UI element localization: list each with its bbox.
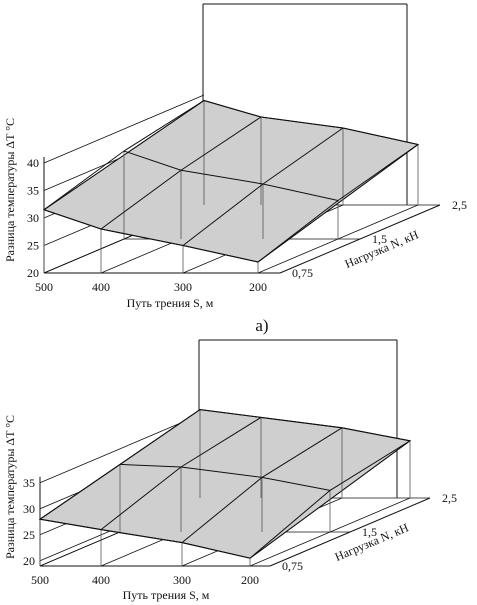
x-tick-label: 400 — [92, 280, 110, 294]
load-tick-label: 0,75 — [282, 559, 303, 573]
y-tick-label: 25 — [23, 528, 35, 542]
mesh-line — [181, 427, 343, 543]
x-tick-label: 400 — [92, 573, 110, 587]
y-gridline — [43, 94, 205, 164]
x-tick-label: 300 — [174, 280, 192, 294]
y-tick-label: 30 — [23, 502, 35, 516]
x-tick-label: 200 — [249, 280, 267, 294]
y-tick-label: 35 — [23, 476, 35, 490]
chart-panel-b: 20 25 30 35 500 400 300 200 0,75 1,5 2,5 Путь трени… — [3, 339, 457, 602]
x-axis-title: Путь трения S, м — [127, 296, 214, 310]
y-axis-title: Разница температуры ΔT °C — [3, 415, 17, 559]
mesh-line — [257, 144, 419, 263]
mesh-line — [100, 116, 262, 230]
y-tick-label: 20 — [23, 554, 35, 568]
y-gridline — [39, 414, 201, 484]
response-surface — [38, 409, 412, 559]
chart-panel-a: 20 25 30 35 40 500 400 300 200 0,75 1,5 2,5 Путь тре… — [3, 3, 467, 335]
y-tick-label: 25 — [27, 239, 39, 253]
x-tick-label: 500 — [31, 573, 49, 587]
y-tick-label: 30 — [27, 211, 39, 225]
series-line-3 — [203, 100, 419, 145]
x-axis-title: Путь трения S, м — [123, 588, 210, 602]
series-line-3 — [199, 409, 411, 442]
mesh-line — [182, 127, 344, 246]
mesh-line — [43, 100, 205, 211]
load-tick-label: 0,75 — [292, 266, 313, 280]
series-line-1 — [39, 518, 251, 559]
panel-label: a) — [255, 316, 268, 335]
load-tick-label: 2,5 — [452, 198, 467, 212]
x-tick-label: 200 — [241, 573, 259, 587]
y-axis-title: Разница температуры ΔT °C — [3, 118, 17, 262]
load-tick-label: 1,5 — [372, 232, 387, 246]
series-line-2 — [123, 150, 339, 201]
y-tick-label: 20 — [27, 266, 39, 280]
series-line-2 — [119, 463, 331, 491]
y-tick-label: 35 — [27, 184, 39, 198]
y-tick-label: 40 — [27, 156, 39, 170]
x-tick-label: 300 — [173, 573, 191, 587]
load-tick-label: 1,5 — [362, 525, 377, 539]
mesh-line — [39, 409, 201, 520]
load-tick-label: 2,5 — [442, 491, 457, 505]
mesh-line — [100, 416, 262, 530]
mesh-line — [249, 440, 411, 559]
series-line-1 — [43, 209, 259, 263]
x-tick-label: 500 — [35, 280, 53, 294]
